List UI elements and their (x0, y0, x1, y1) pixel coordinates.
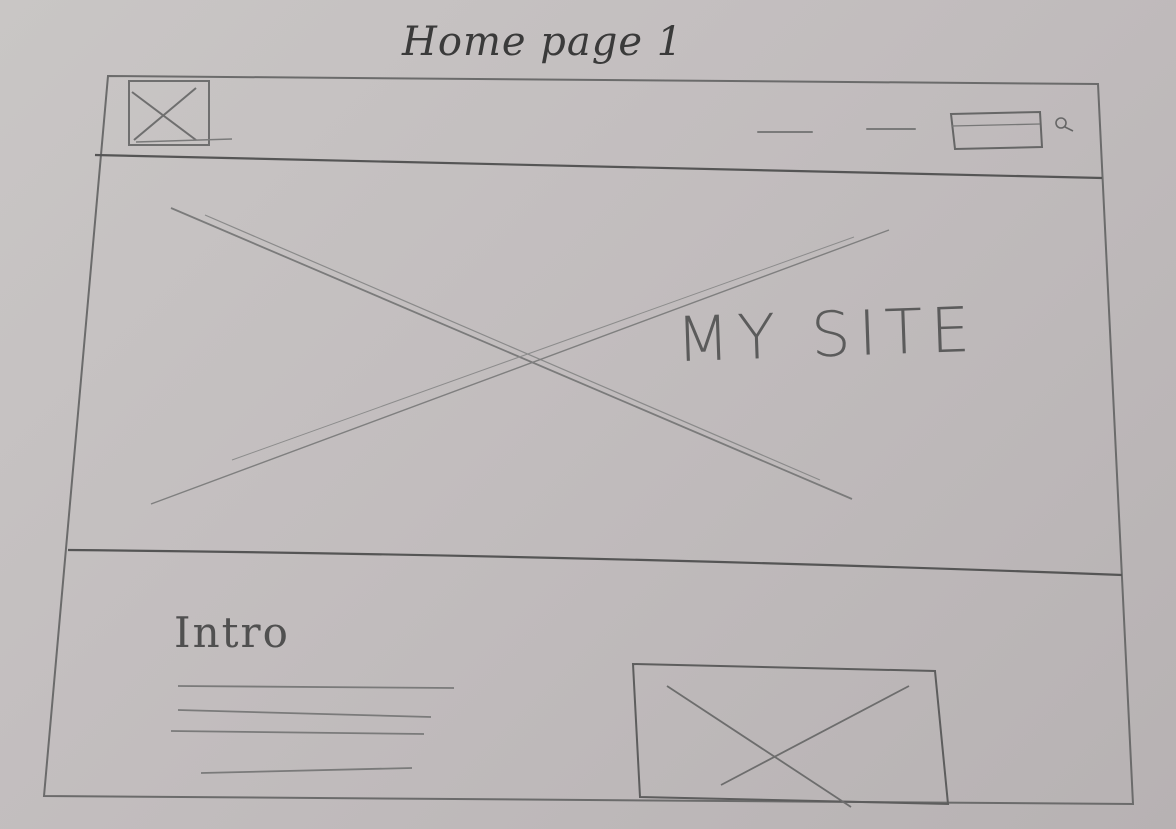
intro-heading: Intro (174, 608, 290, 657)
nav-link-1[interactable] (757, 131, 813, 133)
page-title: Home page 1 (402, 19, 684, 65)
header-divider (94, 153, 1103, 180)
nav-link-2[interactable] (866, 128, 916, 130)
intro-text (170, 685, 455, 774)
intro-image-placeholder (631, 662, 950, 808)
hero-title: MY SITE (674, 292, 979, 377)
page-frame (42, 74, 1135, 806)
hero-image-placeholder (150, 207, 890, 505)
search-icon[interactable] (1055, 117, 1074, 132)
search-box[interactable] (949, 110, 1044, 151)
hero-divider (67, 548, 1123, 577)
logo-placeholder[interactable] (128, 80, 233, 146)
